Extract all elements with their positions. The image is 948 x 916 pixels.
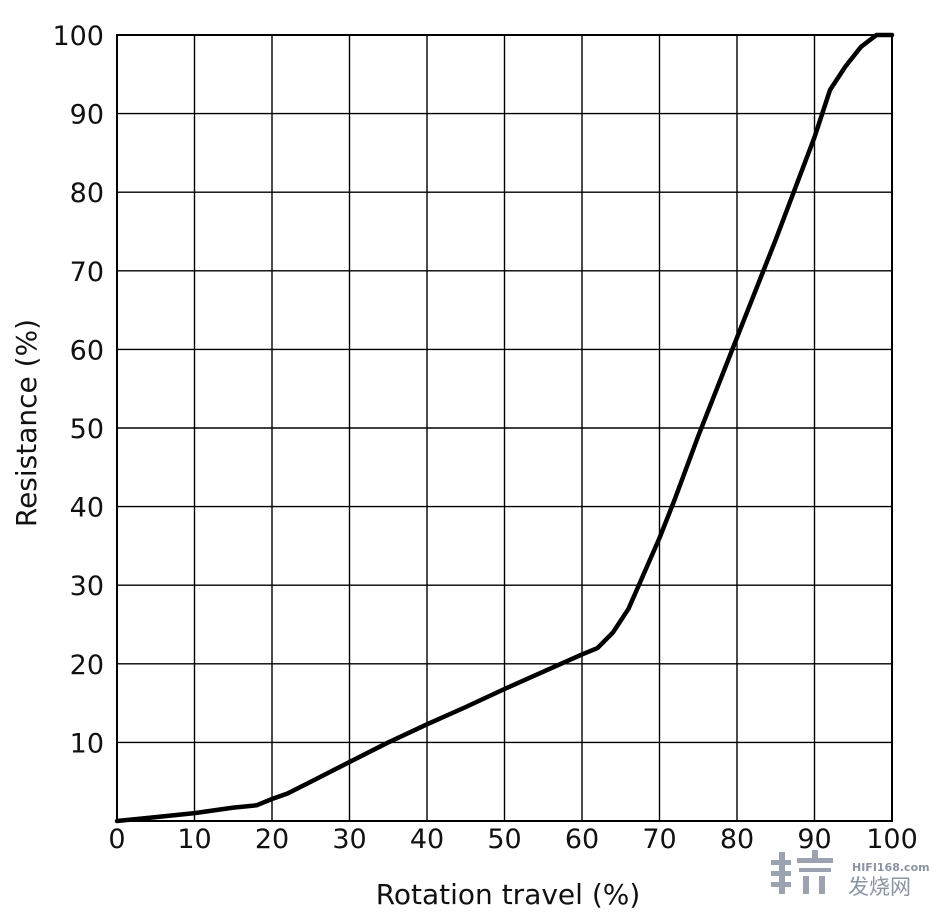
plot-frame bbox=[116, 34, 893, 822]
logo-icon bbox=[771, 850, 833, 894]
x-tick-label: 100 bbox=[866, 824, 918, 855]
y-tick-label: 70 bbox=[70, 257, 104, 288]
grid bbox=[117, 35, 892, 821]
y-axis-ticks: 10 20 30 40 50 60 70 80 90 100 bbox=[52, 21, 104, 759]
x-tick-label: 50 bbox=[487, 824, 521, 855]
watermark: HIFI168.com 发烧网 bbox=[771, 850, 930, 899]
watermark-text: 发烧网 bbox=[848, 875, 911, 899]
y-tick-label: 20 bbox=[70, 650, 104, 681]
y-tick-label: 10 bbox=[70, 728, 104, 759]
y-tick-label: 90 bbox=[70, 100, 104, 131]
y-tick-label: 40 bbox=[70, 493, 104, 524]
x-tick-label: 40 bbox=[410, 824, 444, 855]
x-tick-label: 0 bbox=[108, 824, 125, 855]
y-axis-label: Resistance (%) bbox=[10, 319, 43, 527]
x-tick-label: 30 bbox=[332, 824, 366, 855]
x-tick-label: 90 bbox=[797, 824, 831, 855]
x-tick-label: 60 bbox=[565, 824, 599, 855]
y-tick-label: 60 bbox=[70, 335, 104, 366]
y-tick-label: 50 bbox=[70, 414, 104, 445]
x-axis-label: Rotation travel (%) bbox=[376, 878, 641, 911]
x-tick-label: 10 bbox=[177, 824, 211, 855]
x-tick-label: 80 bbox=[720, 824, 754, 855]
y-tick-label: 80 bbox=[70, 178, 104, 209]
x-tick-label: 20 bbox=[255, 824, 289, 855]
watermark-site: HIFI168.com bbox=[852, 861, 930, 874]
y-tick-label: 100 bbox=[52, 21, 104, 52]
x-axis-ticks: 0 10 20 30 40 50 60 70 80 90 100 bbox=[108, 824, 917, 855]
series-line bbox=[114, 32, 895, 824]
y-tick-label: 30 bbox=[70, 571, 104, 602]
x-tick-label: 70 bbox=[642, 824, 676, 855]
